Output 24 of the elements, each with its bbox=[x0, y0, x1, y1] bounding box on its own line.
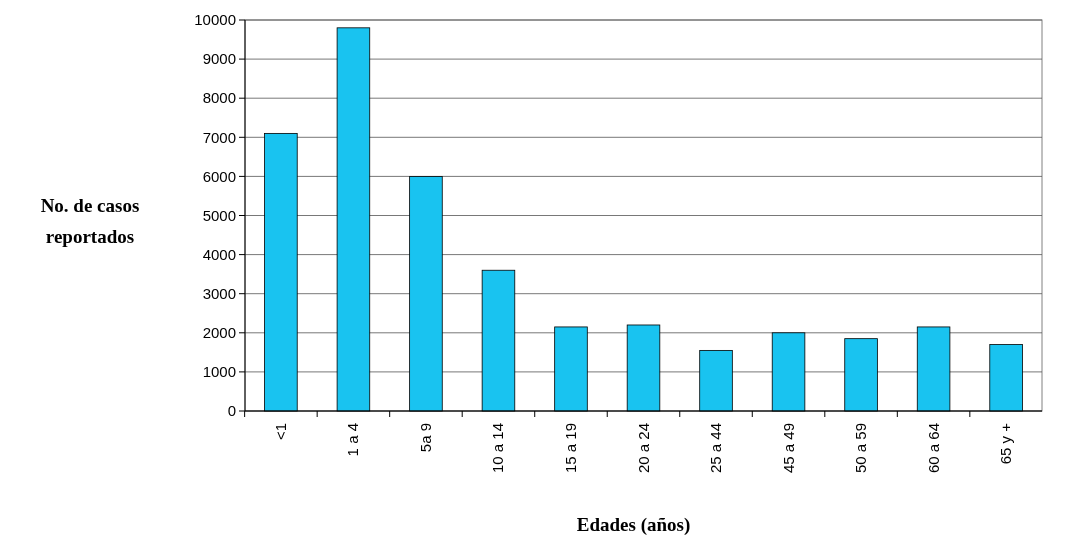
y-tick-label: 2000 bbox=[202, 324, 236, 342]
x-tick-label: 65 y + bbox=[997, 422, 1015, 465]
y-tick-label: 0 bbox=[227, 402, 236, 420]
y-tick-label: 10000 bbox=[194, 11, 236, 29]
x-tick-label: <1 bbox=[271, 423, 289, 441]
x-axis-title: Edades (años) bbox=[576, 514, 691, 536]
x-tick-label: 50 a 59 bbox=[852, 423, 870, 474]
x-tick-label: 5a 9 bbox=[416, 423, 434, 453]
x-tick-label: 60 a 64 bbox=[924, 423, 942, 474]
y-tick-label: 3000 bbox=[202, 284, 236, 302]
y-tick-label: 4000 bbox=[202, 245, 236, 263]
y-axis-title: No. de casos reportados bbox=[40, 195, 140, 247]
y-tick-label: 7000 bbox=[202, 128, 236, 146]
y-tick-label: 5000 bbox=[202, 206, 236, 224]
x-tick-label: 45 a 49 bbox=[779, 423, 797, 474]
y-tick-label: 8000 bbox=[202, 89, 236, 107]
x-tick-label: 25 a 44 bbox=[707, 423, 725, 474]
x-tick-label: 10 a 14 bbox=[489, 423, 507, 474]
x-tick-label: 15 a 19 bbox=[561, 423, 579, 474]
x-tick-label: 1 a 4 bbox=[344, 423, 362, 457]
x-tick-label: 20 a 24 bbox=[634, 423, 652, 474]
y-tick-label: 6000 bbox=[202, 167, 236, 185]
y-tick-label: 1000 bbox=[202, 363, 236, 381]
y-tick-label: 9000 bbox=[202, 50, 236, 68]
